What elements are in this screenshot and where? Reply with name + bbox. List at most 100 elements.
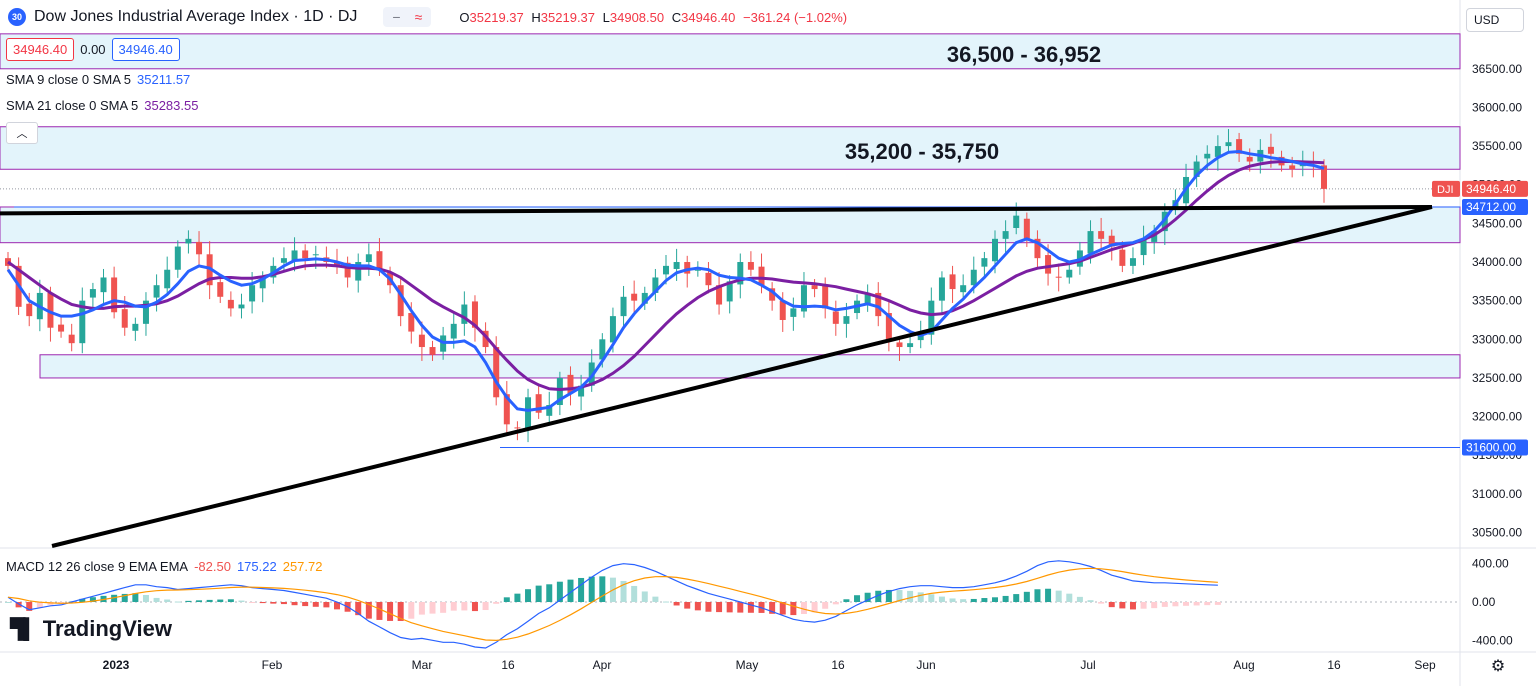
candle-body [1204, 153, 1211, 159]
macd-histogram-bar [652, 596, 659, 602]
candle-body [174, 246, 181, 270]
candle-body [832, 311, 839, 324]
macd-histogram-bar [450, 602, 457, 611]
sma9-legend[interactable]: SMA 9 close 0 SMA 5 35211.57 [6, 72, 190, 87]
candle-body [132, 323, 139, 331]
time-tick-label: Apr [593, 658, 612, 672]
candle-body [938, 277, 945, 301]
macd-histogram-bar [397, 602, 404, 621]
upper-zone-annotation: 36,500 - 36,952 [947, 42, 1101, 67]
macd-histogram-bar [323, 602, 330, 608]
buy-price-box[interactable]: 34946.40 [111, 38, 180, 61]
macd-histogram-bar [15, 602, 22, 608]
candle-body [312, 254, 319, 256]
macd-histogram-bar [270, 602, 277, 604]
macd-line [7, 560, 1218, 649]
header-controls[interactable]: − ≈ [383, 7, 432, 27]
macd-histogram-bar [556, 581, 563, 602]
candle-body [1321, 165, 1327, 189]
tradingview-logo[interactable]: ▜▍ TradingView [10, 616, 172, 642]
candle-body [981, 258, 988, 267]
chart-header: 30 Dow Jones Industrial Average Index · … [0, 0, 1460, 34]
candle-body [1087, 231, 1094, 254]
macd-histogram-bar [864, 592, 871, 602]
macd-histogram-bar [938, 596, 945, 602]
candle-body [1193, 161, 1200, 177]
candle-body [79, 300, 86, 344]
candle-body [100, 277, 107, 293]
level2-price-tag: 31600.00 [1466, 441, 1516, 455]
candle-body [652, 277, 659, 293]
macd-histogram-bar [355, 602, 362, 616]
candle-body [1140, 238, 1147, 256]
candle-body [249, 285, 256, 302]
macd-label: MACD 12 26 close 9 EMA EMA [6, 559, 189, 574]
macd-histogram-bar [1002, 595, 1009, 602]
price-tick-label: 34000.00 [1472, 255, 1522, 269]
macd-histogram-bar [737, 602, 744, 613]
candle-body [694, 269, 701, 271]
macd-histogram-bar [1193, 602, 1200, 606]
candle-body [259, 277, 266, 289]
last-price-tag-bg [1462, 180, 1528, 197]
currency-selector[interactable]: USD [1466, 8, 1524, 32]
macd-histogram-bar [1129, 602, 1136, 610]
macd-histogram-bar [259, 602, 266, 604]
candle-body [928, 300, 935, 335]
price-boxes: 34946.40 0.00 34946.40 [6, 38, 180, 61]
macd-histogram-bar [121, 593, 128, 602]
macd-histogram-bar [206, 599, 213, 602]
price-tick-label: 31000.00 [1472, 487, 1522, 501]
time-tick-label: Mar [412, 658, 433, 672]
macd-histogram-bar [514, 593, 521, 602]
price-tick-label: 32000.00 [1472, 410, 1522, 424]
candle-body [1108, 235, 1115, 247]
candle-body [800, 285, 807, 312]
sma21-legend[interactable]: SMA 21 close 0 SMA 5 35283.55 [6, 98, 198, 113]
time-tick-label: 2023 [103, 658, 130, 672]
macd-legend[interactable]: MACD 12 26 close 9 EMA EMA -82.50 175.22… [6, 559, 322, 574]
sell-price-box[interactable]: 34946.40 [6, 38, 75, 61]
candle-body [355, 262, 362, 281]
macd-histogram-bar [970, 598, 977, 602]
macd-histogram-bar [779, 602, 786, 615]
macd-histogram-bar [854, 595, 861, 602]
collapse-legend-button[interactable]: ︿ [6, 122, 38, 144]
macd-histogram-bar [1214, 602, 1221, 605]
compare-icon[interactable]: ≈ [414, 9, 423, 25]
time-tick-label: May [736, 658, 759, 672]
macd-histogram-bar [1034, 589, 1041, 602]
macd-histogram-bar [196, 600, 203, 602]
macd-histogram-bar [26, 602, 33, 611]
macd-histogram-bar [1151, 602, 1158, 609]
candle-body [450, 323, 457, 339]
macd-histogram-bar [747, 602, 754, 613]
candle-body [227, 299, 234, 309]
macd-histogram-bar [249, 602, 256, 603]
gear-icon[interactable]: ⚙ [1490, 658, 1506, 675]
candle-body [1246, 156, 1253, 162]
macd-histogram-bar [312, 602, 319, 607]
symbol-title[interactable]: Dow Jones Industrial Average Index · 1D … [34, 8, 358, 25]
ascending-trendline [51, 205, 1433, 548]
candle-body [164, 269, 171, 289]
candle-body [302, 250, 309, 259]
sma9-line [6, 149, 1325, 412]
candle-body [185, 238, 192, 244]
macd-histogram-bar [408, 602, 415, 619]
candle-body [684, 262, 691, 274]
macd-histogram-bar [1066, 593, 1073, 602]
macd-histogram-bar [185, 600, 192, 602]
candle-body [493, 347, 500, 398]
candle-body [68, 334, 75, 344]
macd-histogram-bar [1045, 588, 1052, 602]
candle-body [747, 262, 754, 270]
macd-histogram-bar [36, 602, 43, 608]
candle-body [461, 304, 468, 324]
candle-body [429, 347, 436, 355]
candle-body [556, 377, 563, 406]
candle-body [1225, 142, 1232, 147]
candle-body [779, 300, 786, 320]
minus-icon[interactable]: − [392, 9, 401, 25]
